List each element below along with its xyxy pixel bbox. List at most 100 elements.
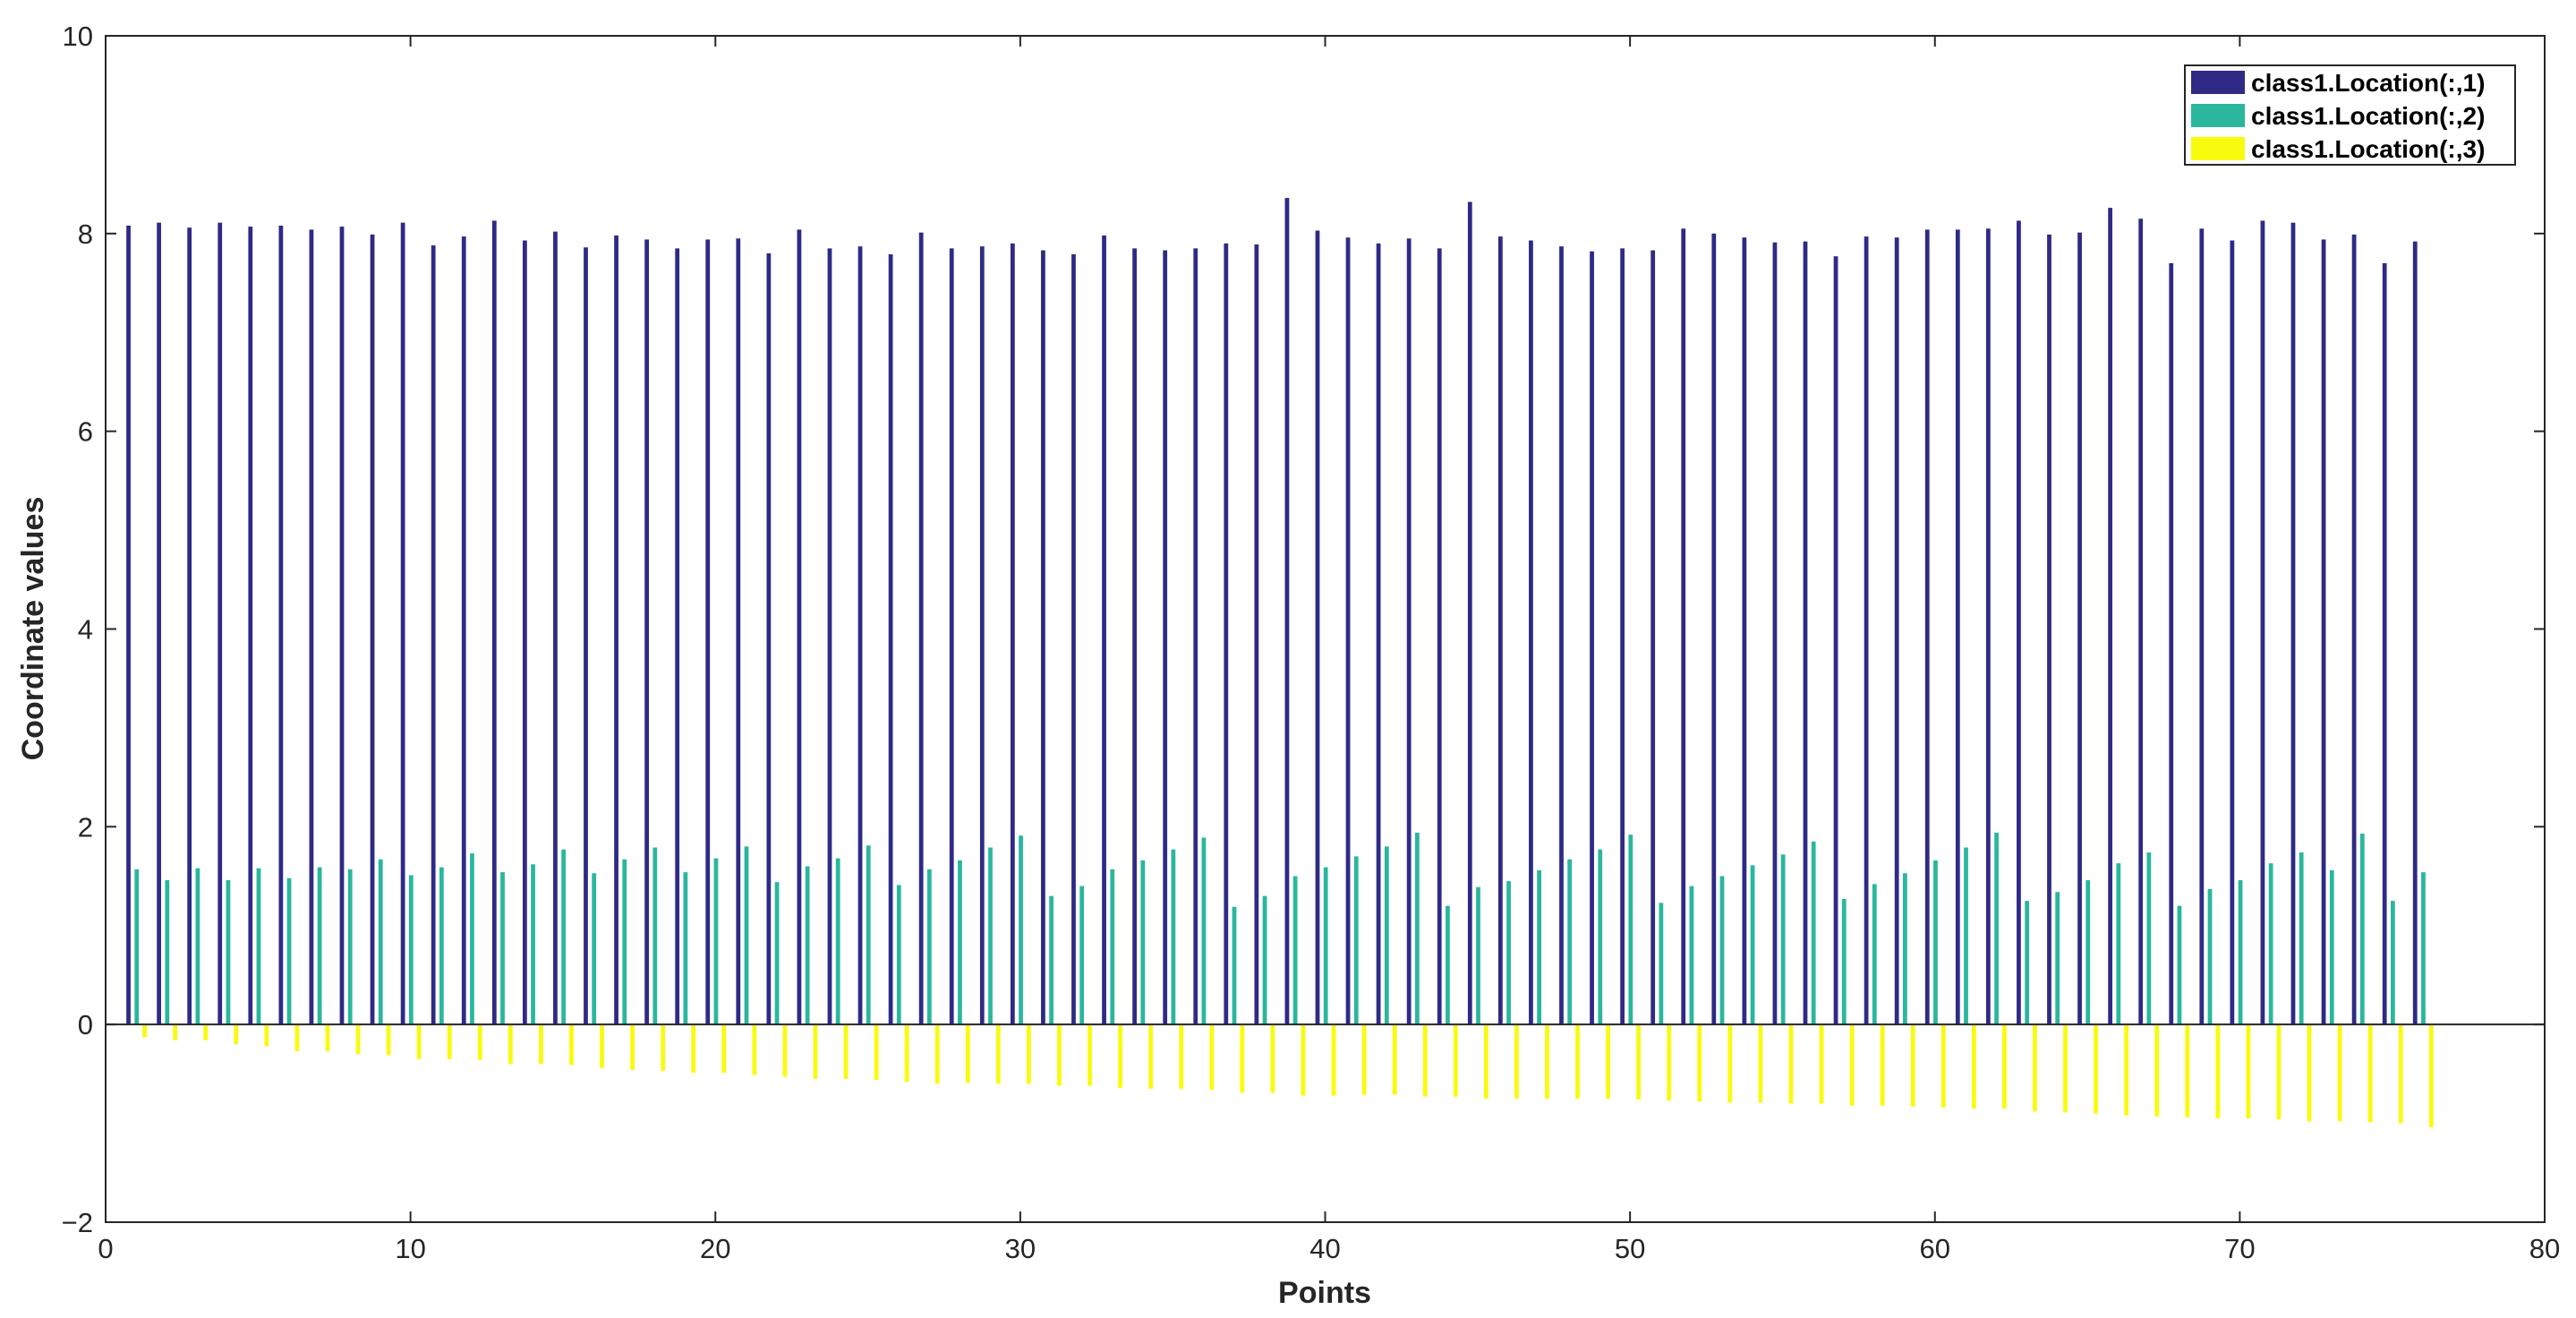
bar-series-1-point-62	[1985, 228, 1991, 1025]
bar-series-2-point-36	[1201, 837, 1207, 1025]
bar-series-3-point-75	[2398, 1024, 2403, 1124]
bar-series-3-point-1	[142, 1024, 147, 1038]
bar-series-3-point-70	[2246, 1024, 2251, 1119]
bar-series-2-point-22	[774, 882, 780, 1025]
bar-series-3-point-68	[2185, 1024, 2190, 1117]
bar-series-1-point-58	[1864, 236, 1869, 1025]
bar-series-3-point-16	[600, 1024, 604, 1068]
bar-series-1-point-34	[1132, 248, 1137, 1025]
bar-series-1-point-75	[2382, 262, 2387, 1025]
bar-series-3-point-67	[2154, 1024, 2160, 1117]
bar-series-1-point-71	[2260, 220, 2265, 1025]
bar-series-2-point-41	[1353, 856, 1359, 1025]
bar-series-3-point-30	[1027, 1024, 1031, 1084]
bar-series-1-point-26	[888, 254, 893, 1025]
bar-series-1-point-16	[584, 247, 588, 1025]
bar-series-3-point-39	[1301, 1024, 1306, 1096]
bar-series-2-point-13	[500, 872, 505, 1025]
x-tick-label: 0	[98, 1233, 113, 1264]
bar-series-1-point-42	[1376, 243, 1381, 1025]
legend-label-series-3: class1.Location(:,3)	[2251, 135, 2485, 163]
bar-series-2-point-26	[896, 885, 901, 1025]
y-axis: −2 0 2 4 6 8 10	[62, 21, 2545, 1238]
bar-series-1-point-54	[1742, 237, 1747, 1025]
bar-series-2-point-40	[1323, 867, 1328, 1025]
bar-series-2-point-17	[622, 859, 627, 1025]
bar-series-1-point-13	[491, 220, 497, 1025]
bar-series-2-point-66	[2116, 863, 2121, 1025]
bar-series-2-point-29	[988, 847, 993, 1025]
legend: class1.Location(:,1) class1.Location(:,2…	[2184, 64, 2516, 166]
bar-series-1-point-44	[1437, 248, 1442, 1025]
y-axis-title: Coordinate values	[16, 497, 50, 761]
bar-series-3-point-53	[1727, 1024, 1733, 1103]
x-tick-label: 80	[2529, 1233, 2560, 1264]
bar-series-1-point-20	[705, 239, 711, 1025]
bar-series-1-point-64	[2047, 234, 2051, 1025]
bar-series-3-point-54	[1758, 1024, 1763, 1103]
bar-series-1-point-66	[2108, 208, 2112, 1025]
bar-series-3-point-66	[2124, 1024, 2129, 1116]
y-tick-label: −2	[62, 1207, 93, 1238]
y-tick-label: 4	[78, 614, 93, 646]
bar-series-1-point-61	[1955, 229, 1960, 1025]
bar-series-1-point-39	[1284, 198, 1290, 1025]
bar-series-1-point-2	[157, 222, 161, 1025]
bar-series-3-point-3	[203, 1024, 209, 1040]
bar-series-3-point-41	[1361, 1024, 1367, 1095]
bar-series-3-point-14	[539, 1024, 543, 1065]
bar-series-3-point-35	[1179, 1024, 1184, 1089]
bar-series-1-point-23	[797, 229, 802, 1025]
bar-series-2-point-55	[1780, 854, 1786, 1025]
bar-series-3-point-74	[2367, 1024, 2373, 1123]
bar-series-2-point-58	[1872, 884, 1877, 1025]
bar-series-2-point-62	[1994, 832, 1999, 1025]
bar-series-2-point-2	[165, 879, 170, 1025]
bar-series-2-point-12	[470, 853, 474, 1025]
bar-series-3-point-57	[1849, 1024, 1855, 1106]
bar-series-2-point-47	[1537, 869, 1541, 1025]
bar-series-2-point-52	[1689, 886, 1694, 1025]
bar-series-3-point-69	[2215, 1024, 2221, 1119]
bar-series-3-point-6	[294, 1024, 300, 1051]
bar-series-2-point-54	[1750, 865, 1755, 1025]
bar-series-2-point-39	[1292, 876, 1298, 1025]
x-tick-label: 60	[1920, 1233, 1950, 1264]
bar-series-3-point-20	[721, 1024, 727, 1074]
bar-series-3-point-55	[1788, 1024, 1794, 1104]
bar-series-3-point-31	[1057, 1024, 1062, 1086]
bar-series-3-point-24	[843, 1024, 849, 1079]
bar-series-2-point-11	[439, 867, 444, 1025]
bar-series-3-point-59	[1910, 1024, 1915, 1107]
bar-series-1-point-70	[2230, 240, 2235, 1025]
x-tick-label: 40	[1309, 1233, 1340, 1264]
bar-series-2-point-1	[134, 869, 140, 1025]
x-tick-label: 30	[1005, 1233, 1036, 1264]
bar-series-2-point-15	[561, 849, 566, 1025]
bar-series-2-point-27	[926, 869, 932, 1025]
bar-series-3-point-26	[904, 1024, 909, 1083]
bar-series-1-point-60	[1924, 229, 1930, 1025]
bar-series-1-point-55	[1772, 242, 1778, 1025]
bar-series-3-point-72	[2307, 1024, 2312, 1122]
bar-series-1-point-68	[2169, 262, 2174, 1025]
bar-series-1-point-67	[2138, 218, 2144, 1025]
bar-series-2-point-19	[683, 872, 688, 1025]
bar-series-1-point-4	[218, 222, 223, 1025]
bar-series-2-point-23	[805, 866, 810, 1025]
bar-series-3-point-51	[1667, 1024, 1672, 1101]
plot-area	[106, 36, 2545, 1222]
bar-series-1-point-9	[370, 234, 375, 1025]
bar-series-1-point-53	[1711, 233, 1717, 1025]
bar-series-3-point-13	[508, 1024, 513, 1065]
bar-series-3-point-49	[1606, 1024, 1610, 1099]
bar-series-3-point-61	[1971, 1024, 1976, 1109]
bar-series-1-point-17	[614, 235, 618, 1025]
bar-series-3-point-15	[569, 1024, 574, 1066]
bar-series-2-point-57	[1841, 898, 1847, 1025]
bar-series-1-point-32	[1071, 254, 1076, 1025]
bar-series-1-point-63	[2017, 220, 2021, 1025]
bar-series-2-point-70	[2238, 879, 2243, 1025]
bar-series-1-point-65	[2077, 232, 2082, 1025]
bar-series-2-point-6	[286, 877, 292, 1025]
